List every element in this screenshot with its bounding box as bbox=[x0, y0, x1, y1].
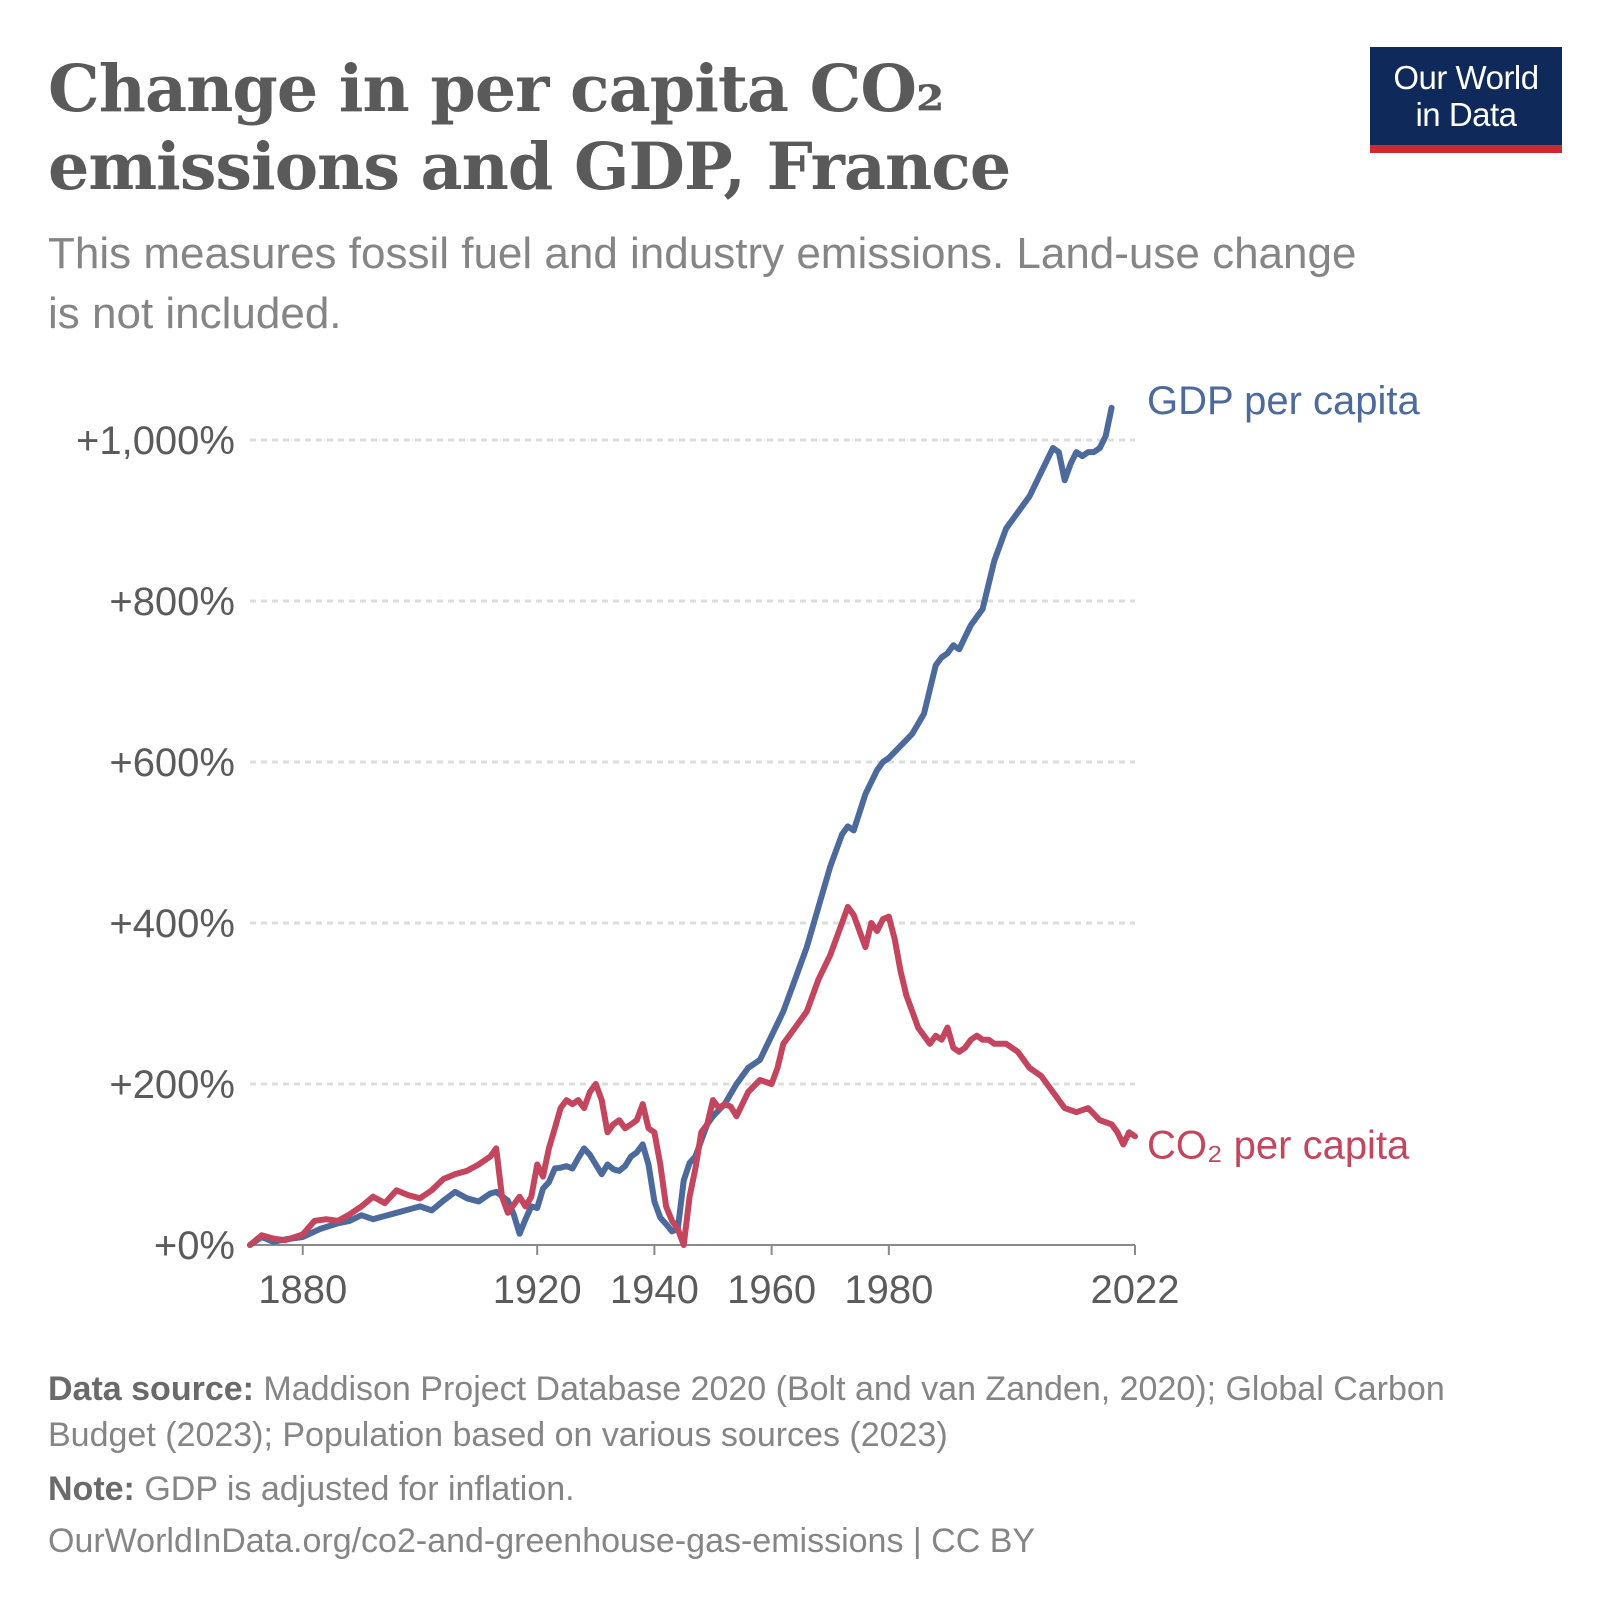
x-tick-label: 1920 bbox=[493, 1268, 582, 1312]
y-axis: +0% +200% +400% +600% +800% +1,000% bbox=[76, 419, 235, 1268]
note-label: Note: bbox=[48, 1470, 135, 1508]
series-lines bbox=[247, 404, 1138, 1248]
owid-logo-line1: Our World bbox=[1393, 59, 1539, 96]
x-tick-label: 1960 bbox=[727, 1268, 816, 1312]
line-chart: 1880 1920 1940 1960 1980 2022 +0% +200% +400% +6… bbox=[76, 380, 1421, 1312]
chart-note: Note: GDP is adjusted for inflation. bbox=[48, 1466, 1548, 1512]
y-tick-label: +600% bbox=[109, 741, 235, 785]
y-tick-label: +0% bbox=[154, 1224, 235, 1268]
x-tick-label: 1980 bbox=[844, 1268, 933, 1312]
series-line-co-per-capita bbox=[247, 903, 1138, 1248]
note-text: GDP is adjusted for inflation. bbox=[144, 1470, 575, 1508]
owid-logo[interactable]: Our World in Data bbox=[1370, 47, 1562, 153]
y-tick-label: +1,000% bbox=[76, 419, 235, 463]
owid-logo-line2: in Data bbox=[1415, 96, 1517, 133]
series-labels: GDP per capita CO₂ per capita bbox=[1147, 380, 1420, 1167]
chart-title-line2: emissions and GDP, France bbox=[48, 129, 1011, 205]
series-line-gdp-per-capita bbox=[247, 404, 1115, 1248]
x-tick-label: 2022 bbox=[1091, 1268, 1180, 1312]
chart-title: Change in per capita CO₂ emissions and G… bbox=[48, 50, 1278, 206]
x-axis: 1880 1920 1940 1960 1980 2022 bbox=[250, 1244, 1180, 1312]
chart-title-line1: Change in per capita CO₂ bbox=[48, 51, 944, 127]
data-source: Data source: Maddison Project Database 2… bbox=[48, 1366, 1548, 1458]
series-label-gdp-per-capita: GDP per capita bbox=[1147, 380, 1420, 423]
y-tick-label: +400% bbox=[109, 902, 235, 946]
source-url-link[interactable]: OurWorldInData.org/co2-and-greenhouse-ga… bbox=[48, 1522, 1036, 1560]
y-tick-label: +200% bbox=[109, 1063, 235, 1107]
data-source-text: Maddison Project Database 2020 (Bolt and… bbox=[48, 1370, 1445, 1454]
series-label-co-per-capita: CO₂ per capita bbox=[1147, 1123, 1410, 1167]
data-source-label: Data source: bbox=[48, 1370, 254, 1408]
x-tick-label: 1940 bbox=[610, 1268, 699, 1312]
chart-subtitle: This measures fossil fuel and industry e… bbox=[48, 229, 1357, 338]
x-tick-label: 1880 bbox=[258, 1268, 347, 1312]
y-tick-label: +800% bbox=[109, 580, 235, 624]
